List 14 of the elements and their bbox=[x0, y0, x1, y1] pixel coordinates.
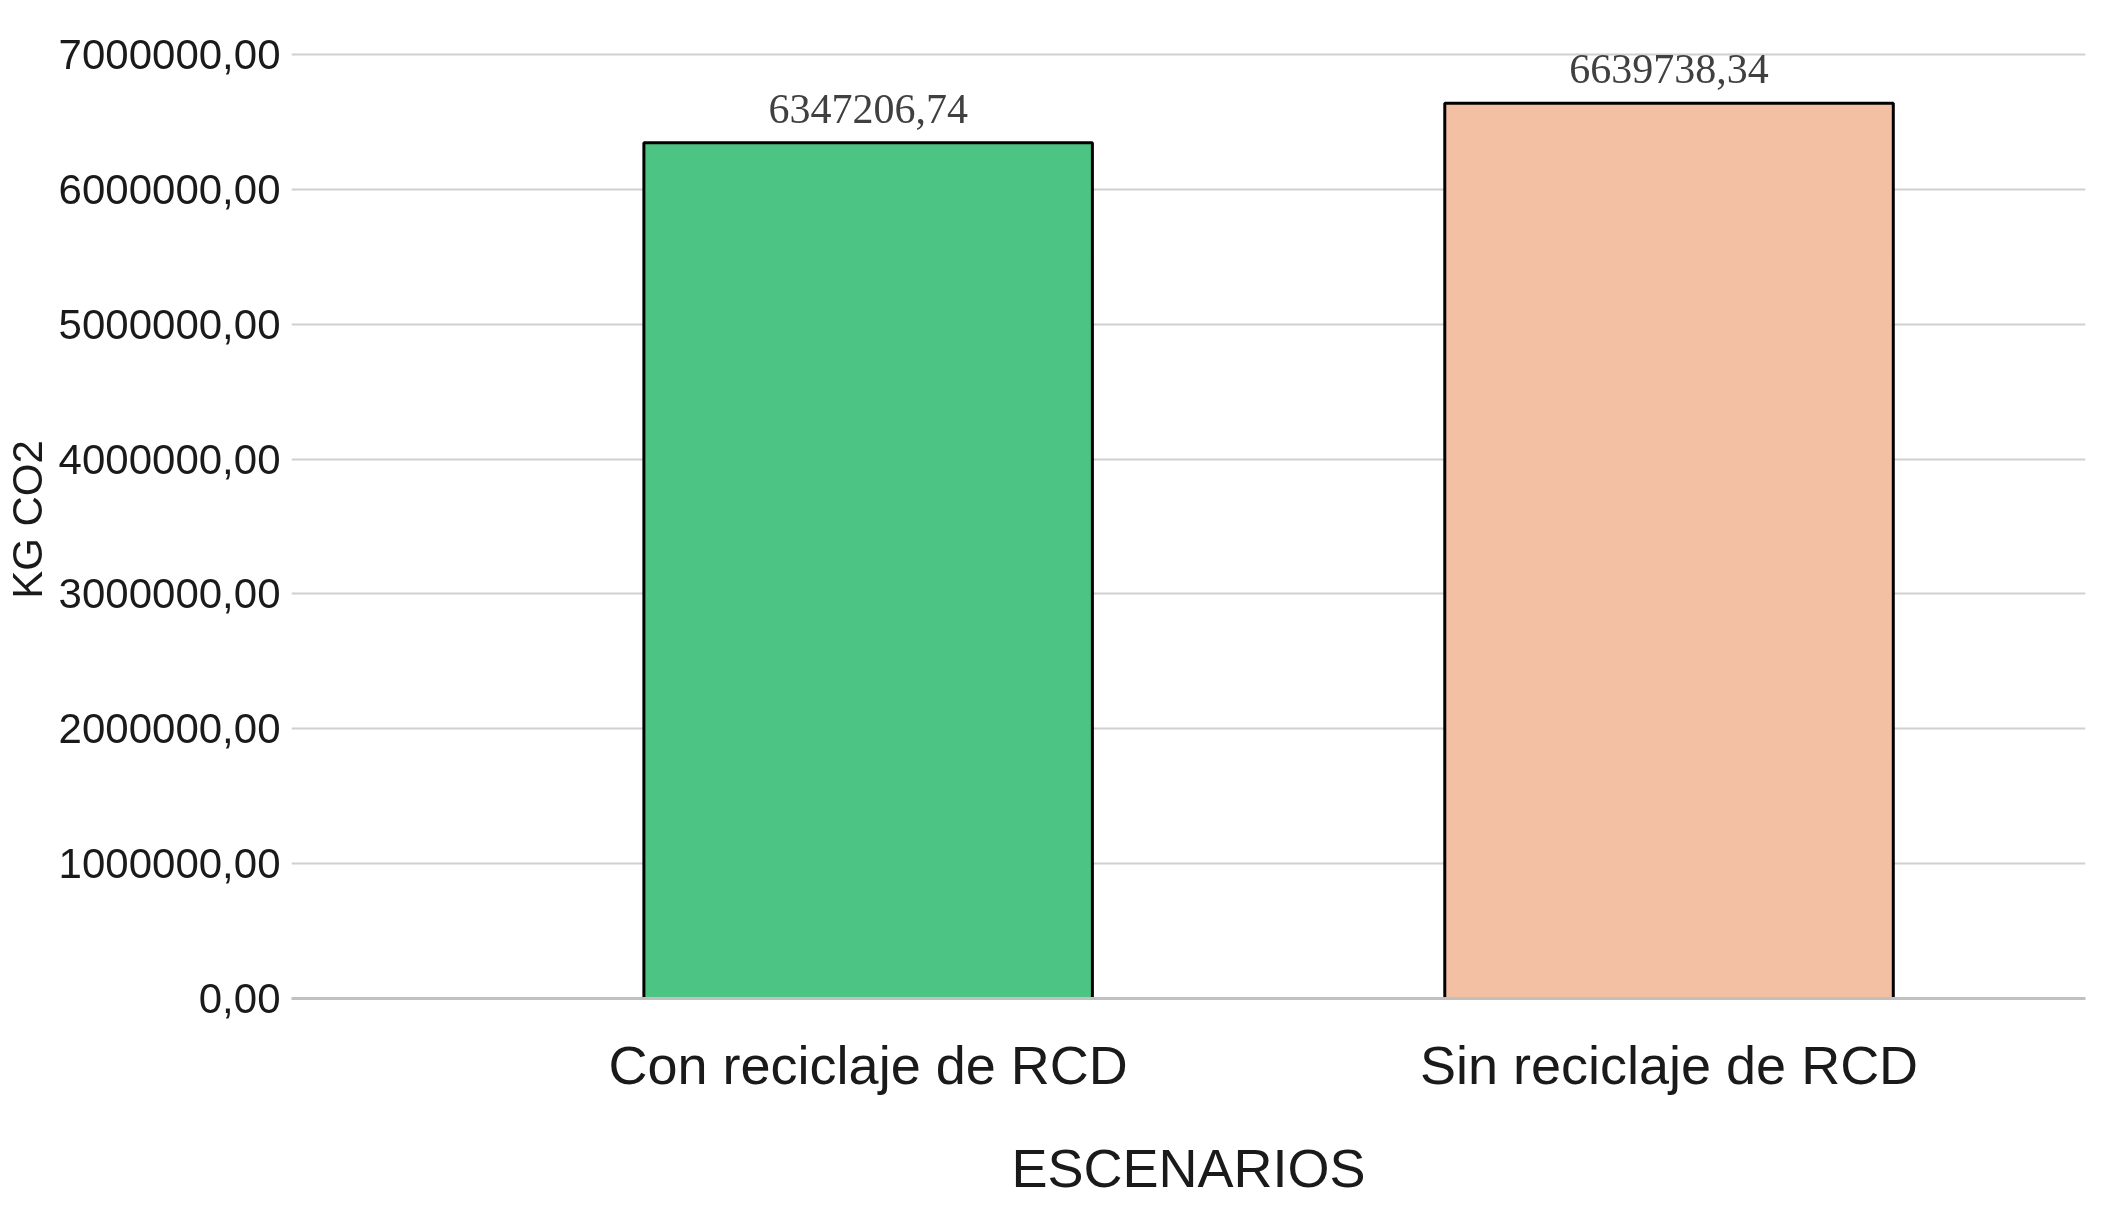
y-tick-label: 2000000,00 bbox=[58, 705, 281, 753]
y-tick-label: 6000000,00 bbox=[58, 165, 281, 213]
y-tick-label: 5000000,00 bbox=[58, 300, 281, 348]
y-axis-title: KG CO2 bbox=[3, 440, 51, 599]
x-axis-title: ESCENARIOS bbox=[1011, 1137, 1366, 1198]
data-label: 6639738,34 bbox=[1569, 46, 1769, 93]
y-tick-label: 7000000,00 bbox=[58, 31, 281, 79]
y-tick-label: 1000000,00 bbox=[58, 840, 281, 888]
data-label: 6347206,74 bbox=[768, 85, 968, 132]
y-tick-label: 3000000,00 bbox=[58, 570, 281, 618]
x-tick-label: Con reciclaje de RCD bbox=[608, 1034, 1128, 1095]
y-tick-label: 4000000,00 bbox=[58, 435, 281, 483]
y-tick-label: 0,00 bbox=[198, 975, 281, 1022]
x-tick-label: Sin reciclaje de RCD bbox=[1419, 1034, 1919, 1095]
